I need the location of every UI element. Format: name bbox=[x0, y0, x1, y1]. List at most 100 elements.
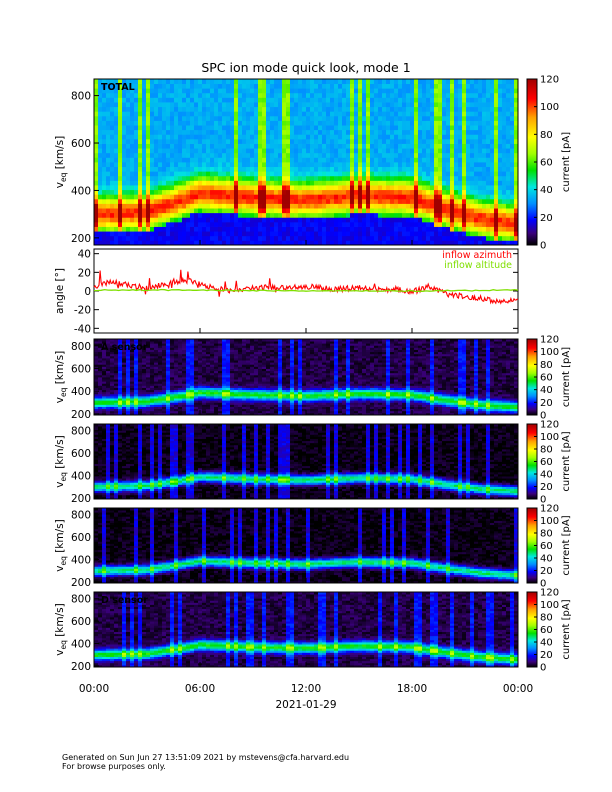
heatmap-cell bbox=[182, 175, 187, 181]
heatmap-cell bbox=[414, 166, 419, 172]
heatmap-cell bbox=[186, 88, 191, 94]
heatmap-cell bbox=[418, 212, 423, 218]
heatmap-cell bbox=[114, 212, 119, 218]
heatmap-cell bbox=[390, 208, 395, 214]
heatmap-cell bbox=[422, 212, 427, 218]
heatmap-cell bbox=[298, 148, 303, 154]
heatmap-cell bbox=[242, 171, 247, 177]
heatmap-cell bbox=[106, 343, 111, 346]
heatmap-cell bbox=[478, 111, 483, 117]
heatmap-cell bbox=[206, 203, 211, 209]
heatmap-cell bbox=[254, 226, 259, 232]
heatmap-cell bbox=[182, 400, 187, 403]
heatmap-cell bbox=[110, 111, 115, 117]
heatmap-cell bbox=[150, 125, 155, 131]
heatmap-cell bbox=[310, 171, 315, 177]
heatmap-cell bbox=[186, 410, 191, 414]
heatmap-cell bbox=[182, 198, 187, 204]
heatmap-cell bbox=[394, 97, 399, 103]
heatmap-cell bbox=[178, 79, 183, 85]
heatmap-cell bbox=[190, 102, 195, 108]
heatmap-cell bbox=[390, 106, 395, 112]
heatmap-cell bbox=[170, 353, 175, 357]
heatmap-cell bbox=[398, 111, 403, 117]
heatmap-cell bbox=[314, 143, 319, 149]
heatmap-cell bbox=[378, 208, 383, 214]
heatmap-cell bbox=[218, 217, 223, 223]
heatmap-cell bbox=[434, 217, 439, 223]
heatmap-cell bbox=[386, 97, 391, 103]
heatmap-cell bbox=[138, 138, 143, 144]
heatmap-cell bbox=[198, 370, 203, 374]
heatmap-cell bbox=[226, 235, 231, 241]
heatmap-cell bbox=[202, 194, 207, 200]
heatmap-cell bbox=[338, 198, 343, 204]
heatmap-cell bbox=[390, 217, 395, 223]
heatmap-cell bbox=[130, 370, 135, 374]
heatmap-cell bbox=[302, 134, 307, 140]
heatmap-cell bbox=[406, 143, 411, 149]
heatmap-cell bbox=[98, 125, 103, 131]
heatmap-cell bbox=[434, 162, 439, 168]
heatmap-cell bbox=[306, 79, 311, 85]
heatmap-cell bbox=[202, 345, 207, 348]
heatmap-cell bbox=[434, 157, 439, 163]
heatmap-cell bbox=[294, 97, 299, 103]
heatmap-cell bbox=[470, 120, 475, 126]
heatmap-cell bbox=[250, 92, 255, 98]
heatmap-cell bbox=[290, 92, 295, 98]
heatmap-cell bbox=[326, 231, 331, 237]
heatmap-cell bbox=[410, 180, 415, 186]
heatmap-cell bbox=[130, 377, 135, 380]
heatmap-cell bbox=[254, 166, 259, 172]
heatmap-cell bbox=[406, 111, 411, 117]
heatmap-cell bbox=[370, 175, 375, 181]
heatmap-cell bbox=[342, 106, 347, 112]
heatmap-cell bbox=[170, 171, 175, 177]
heatmap-cell bbox=[226, 134, 231, 140]
heatmap-cell bbox=[498, 143, 503, 149]
heatmap-cell bbox=[494, 212, 499, 218]
heatmap-cell bbox=[262, 194, 267, 200]
heatmap-cell bbox=[266, 148, 271, 154]
heatmap-cell bbox=[102, 381, 107, 384]
heatmap-cell bbox=[198, 396, 203, 399]
heatmap-cell bbox=[450, 203, 455, 209]
heatmap-cell bbox=[138, 398, 143, 401]
heatmap-cell bbox=[98, 166, 103, 172]
heatmap-cell bbox=[138, 240, 143, 246]
heatmap-cell bbox=[270, 92, 275, 98]
heatmap-cell bbox=[122, 148, 127, 154]
heatmap-cell bbox=[262, 212, 267, 218]
heatmap-cell bbox=[334, 152, 339, 158]
heatmap-cell bbox=[190, 221, 195, 227]
heatmap-cell bbox=[102, 180, 107, 186]
heatmap-cell bbox=[466, 212, 471, 218]
heatmap-cell bbox=[514, 171, 519, 177]
heatmap-cell bbox=[126, 97, 131, 103]
heatmap-cell bbox=[338, 162, 343, 168]
heatmap-cell bbox=[342, 157, 347, 163]
heatmap-cell bbox=[406, 92, 411, 98]
heatmap-cell bbox=[198, 125, 203, 131]
heatmap-cell bbox=[122, 189, 127, 195]
heatmap-cell bbox=[126, 92, 131, 98]
heatmap-cell bbox=[422, 231, 427, 237]
heatmap-cell bbox=[102, 226, 107, 232]
heatmap-cell bbox=[114, 360, 119, 363]
heatmap-cell bbox=[98, 358, 103, 361]
heatmap-cell bbox=[202, 351, 207, 355]
heatmap-cell bbox=[226, 152, 231, 158]
heatmap-cell bbox=[490, 92, 495, 98]
heatmap-cell bbox=[250, 226, 255, 232]
heatmap-cell bbox=[126, 240, 131, 246]
heatmap-cell bbox=[446, 106, 451, 112]
heatmap-cell bbox=[134, 189, 139, 195]
heatmap-cell bbox=[426, 171, 431, 177]
heatmap-cell bbox=[122, 396, 127, 399]
heatmap-cell bbox=[366, 134, 371, 140]
heatmap-cell bbox=[422, 79, 427, 85]
heatmap-cell bbox=[466, 83, 471, 89]
heatmap-cell bbox=[474, 175, 479, 181]
heatmap-cell bbox=[146, 400, 151, 403]
